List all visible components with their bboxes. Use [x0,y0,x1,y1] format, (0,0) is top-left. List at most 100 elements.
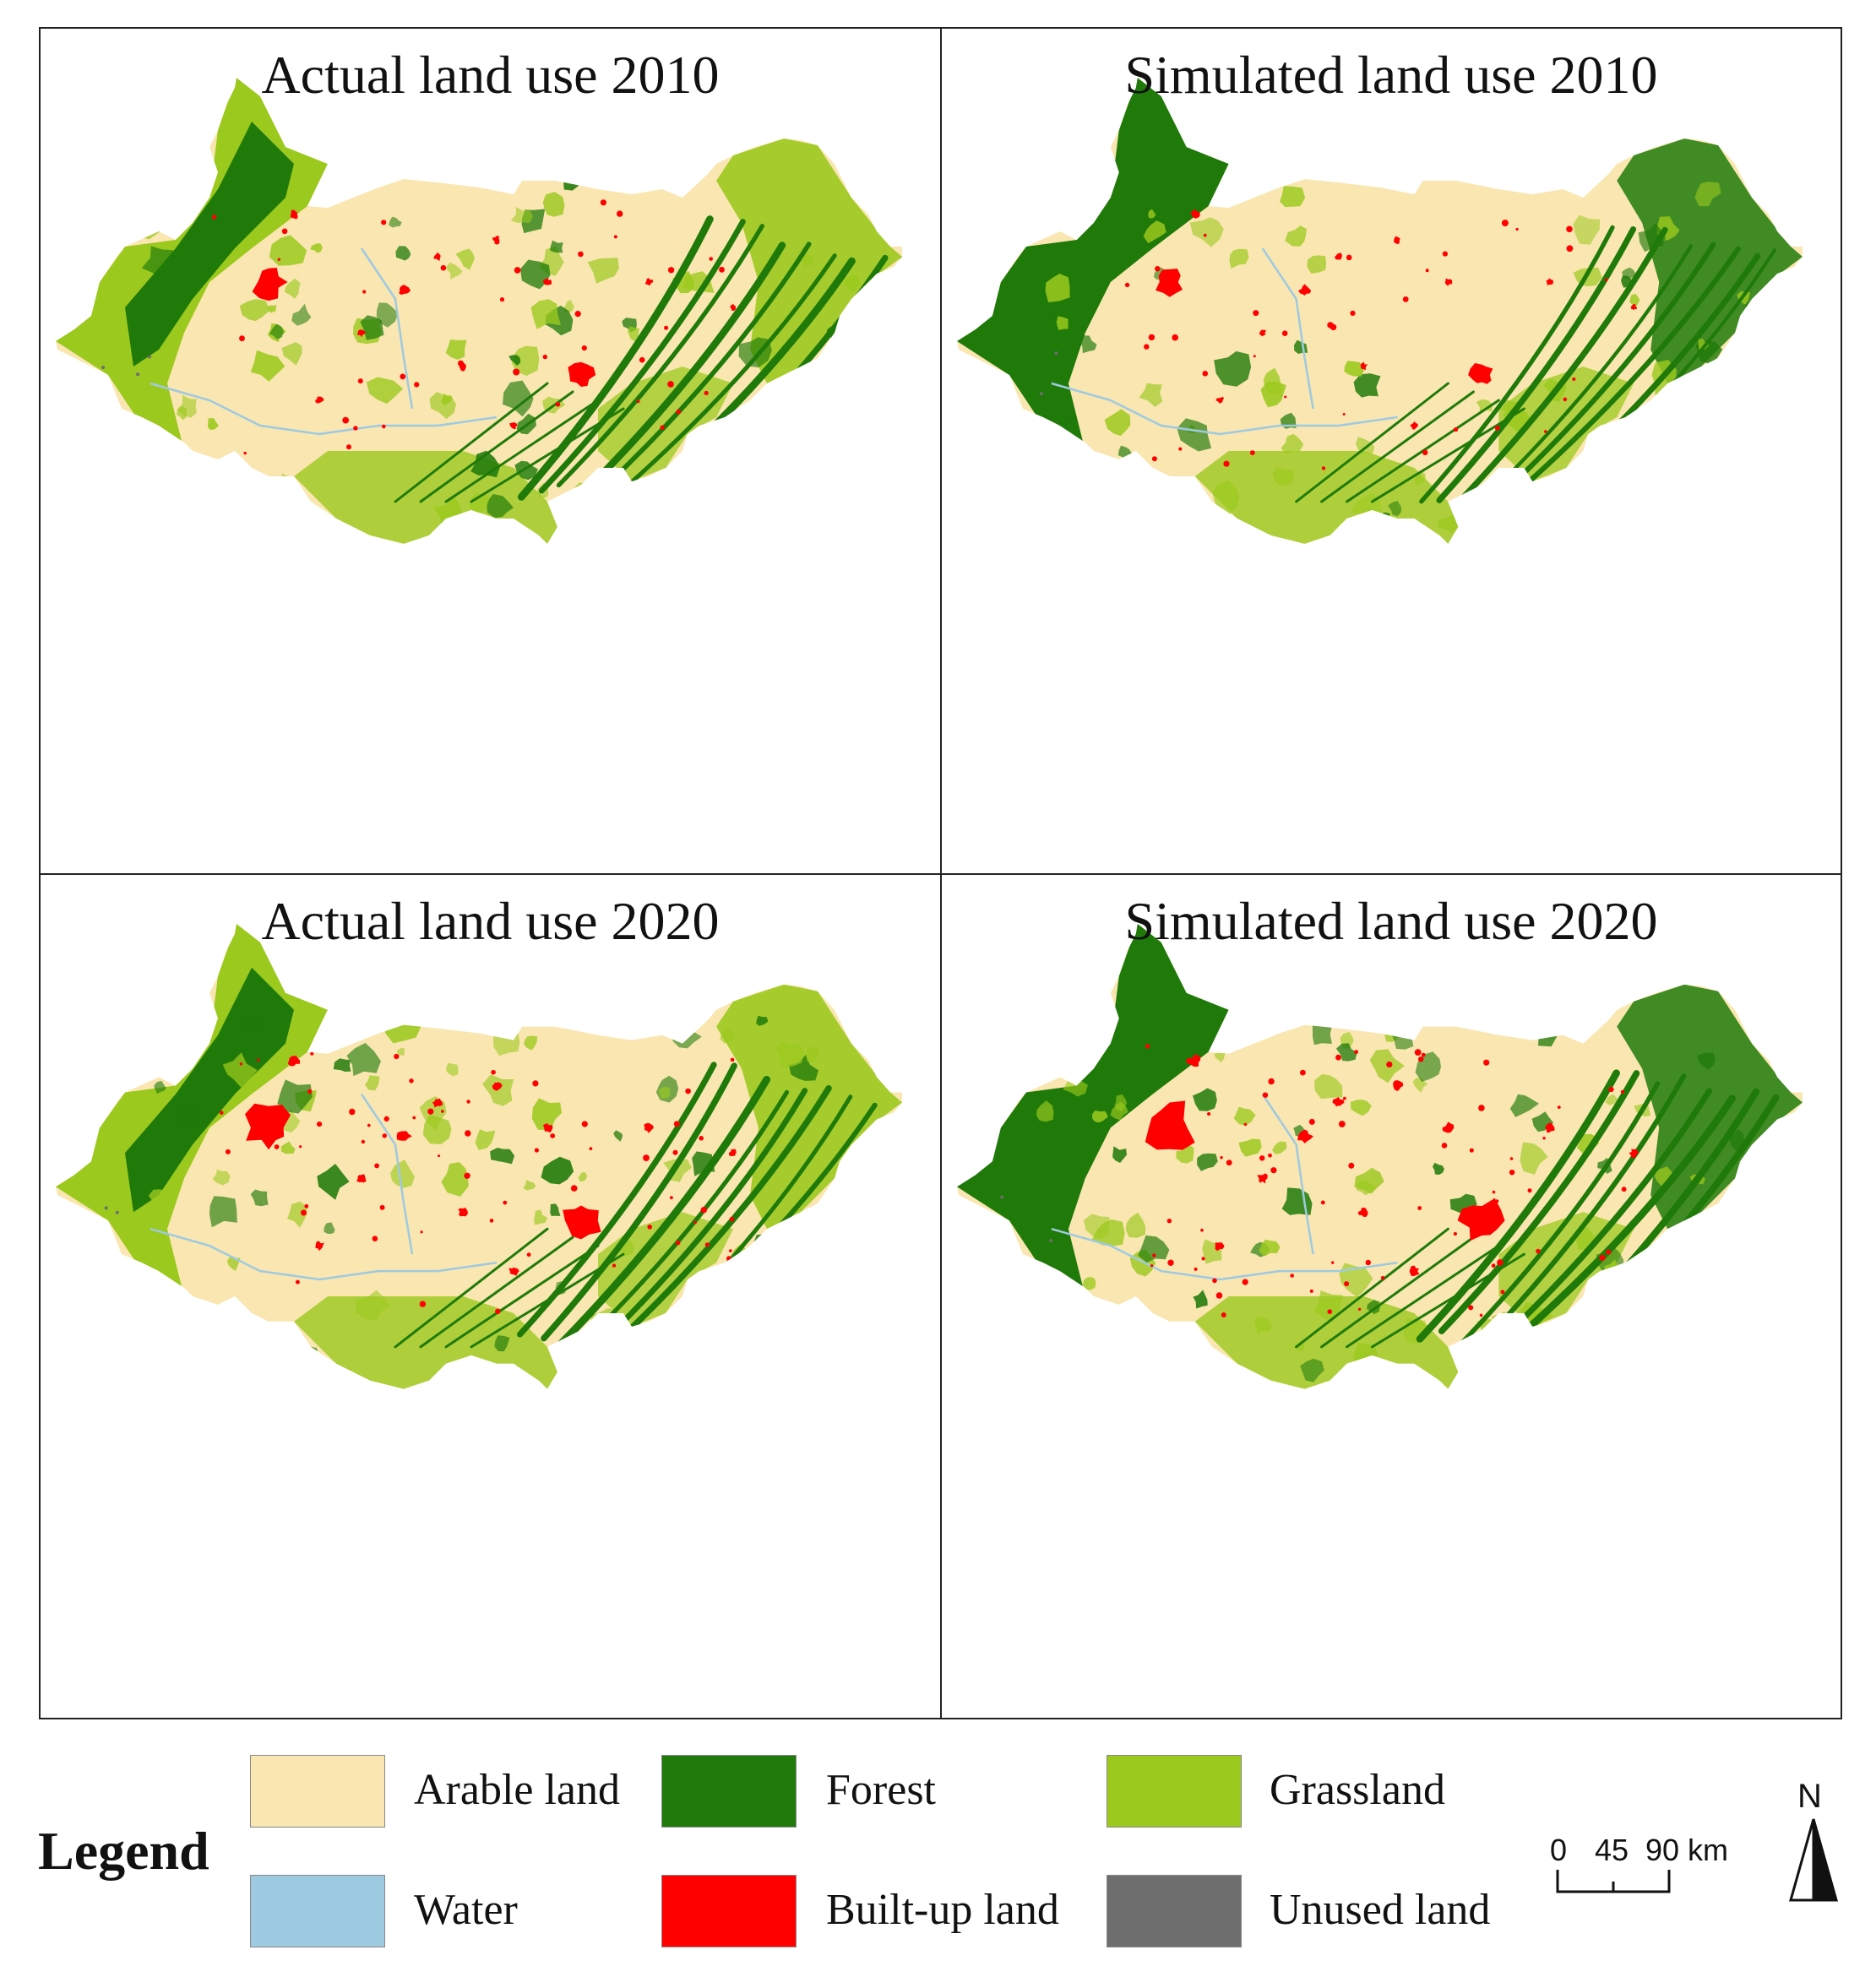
built-up-patch [361,1139,366,1144]
built-up-patch [1365,1259,1371,1266]
land-patch [593,501,611,520]
land-patch [587,258,619,284]
land-patch [809,1248,834,1281]
land-patch [1193,1088,1217,1111]
legend-label-unused: Unused land [1270,1886,1491,1934]
land-patch [720,1029,736,1044]
built-up-patch [357,378,363,384]
built-up-patch [700,1207,707,1214]
built-up-patch [1148,334,1156,341]
land-patch [541,1156,574,1185]
built-up-patch [440,264,447,271]
land-patch [292,1344,320,1369]
built-up-patch [1338,1121,1346,1127]
built-up-area [1145,1100,1195,1150]
land-patch [720,1285,747,1310]
built-up-area [433,252,441,261]
land-patch [1641,416,1671,447]
built-up-patch [600,199,607,206]
built-up-patch [1155,266,1161,272]
land-patch [802,254,814,268]
built-up-area [644,278,654,285]
built-up-patch [1327,1309,1333,1314]
built-up-patch [1497,1259,1504,1266]
unused-land-patch [104,1206,108,1210]
land-patch [1307,255,1327,274]
built-up-patch [1626,469,1633,475]
built-up-area [396,1131,412,1141]
land-patch [1745,301,1758,317]
land-patch [160,475,192,505]
land-patch [390,1160,415,1188]
built-up-patch [578,251,584,258]
land-patch [1663,426,1674,437]
built-up-patch [317,1122,323,1127]
land-patch [1354,1167,1384,1194]
built-up-area [315,396,324,404]
unused-land-patch [136,372,140,377]
built-up-patch [1166,1219,1172,1224]
built-up-patch [1606,1249,1612,1255]
land-patch [1197,1153,1218,1171]
built-up-patch [685,1318,689,1323]
built-up-patch [367,1123,371,1127]
built-up-patch [243,451,247,455]
land-patch [1114,1094,1128,1111]
built-up-patch [1201,1257,1205,1261]
land-patch [1562,477,1578,496]
built-up-patch [353,426,358,431]
forest-area [1617,984,1803,1230]
ridge [1460,1081,1661,1344]
built-up-patch [676,1240,681,1246]
built-up-patch [704,390,709,395]
river [150,1227,498,1281]
built-up-patch [274,1144,280,1149]
land-patch [1091,176,1110,190]
land-patch [490,1148,515,1165]
built-up-patch [383,1116,389,1122]
built-up-area [245,1103,291,1150]
land-patch [1280,186,1306,208]
legend-swatch-water [250,1875,385,1947]
river [1051,382,1398,436]
built-up-area [568,361,596,387]
land-patch [520,259,551,290]
built-up-patch [1290,1274,1294,1278]
built-up-patch [1491,1263,1496,1268]
built-up-patch [613,235,617,239]
north-label: N [1797,1778,1822,1815]
legend-label-forest: Forest [826,1766,936,1814]
land-patch [1285,225,1308,247]
built-up-patch [1342,413,1346,415]
land-patch [1281,433,1304,454]
land-patch [748,463,783,494]
ridge [1436,225,1637,503]
built-up-patch [1186,1057,1193,1065]
built-up-patch [1454,426,1459,432]
built-up-patch [704,1242,710,1247]
ridge [1504,242,1716,492]
built-up-patch [1343,1096,1346,1100]
land-patch [284,278,301,299]
land-patch [1272,466,1295,486]
land-patch [1335,1043,1357,1062]
built-up-patch [1414,1049,1422,1056]
land-patch [239,299,270,322]
built-up-area [315,1241,324,1252]
ridge [1486,244,1694,498]
built-up-patch [729,1216,735,1222]
built-up-patch [295,1279,300,1285]
built-up-patch [1604,278,1608,282]
built-up-patch [730,1057,735,1062]
built-up-patch [1501,220,1509,227]
built-up-patch [382,1133,387,1138]
unused-land-patch [1000,1195,1004,1199]
built-up-patch [664,325,669,330]
land-patch [530,299,562,329]
unused-land-patch [109,1242,112,1246]
forest-area [957,78,1229,451]
built-up-area [1457,1198,1505,1241]
built-up-patch [379,1204,385,1210]
built-up-patch [1441,1143,1448,1149]
